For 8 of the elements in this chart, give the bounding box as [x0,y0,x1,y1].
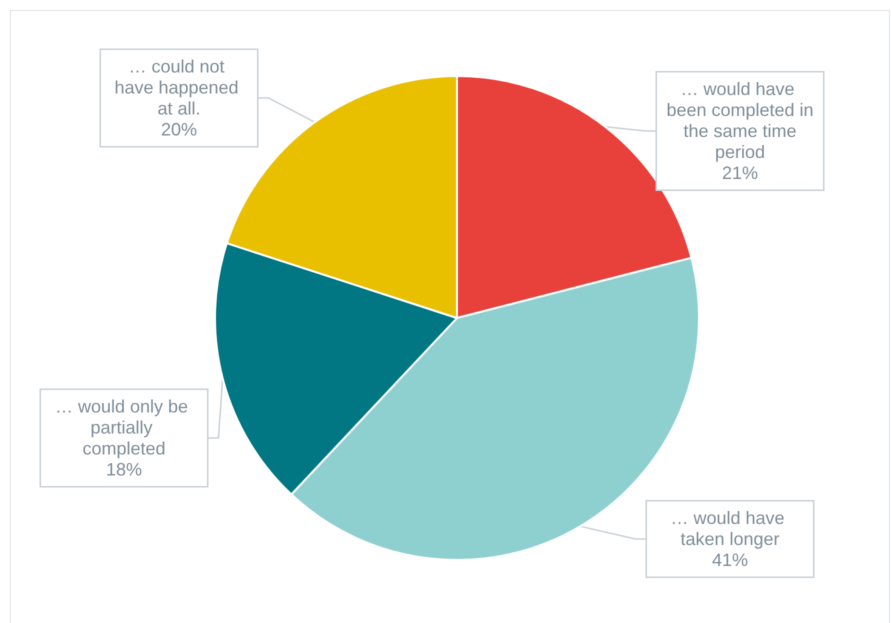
data-label: 18% [106,460,142,480]
slice-label: … would have been completed in the same time period [666,79,814,162]
data-label: 20% [160,120,198,140]
slice-label: … would only be partially completed [54,396,194,458]
slice-label: … would have taken longer [670,508,790,549]
data-label: 41% [712,550,748,570]
data-label: 21% [722,163,758,183]
slice-label: … could not have happened at all. [114,56,244,118]
